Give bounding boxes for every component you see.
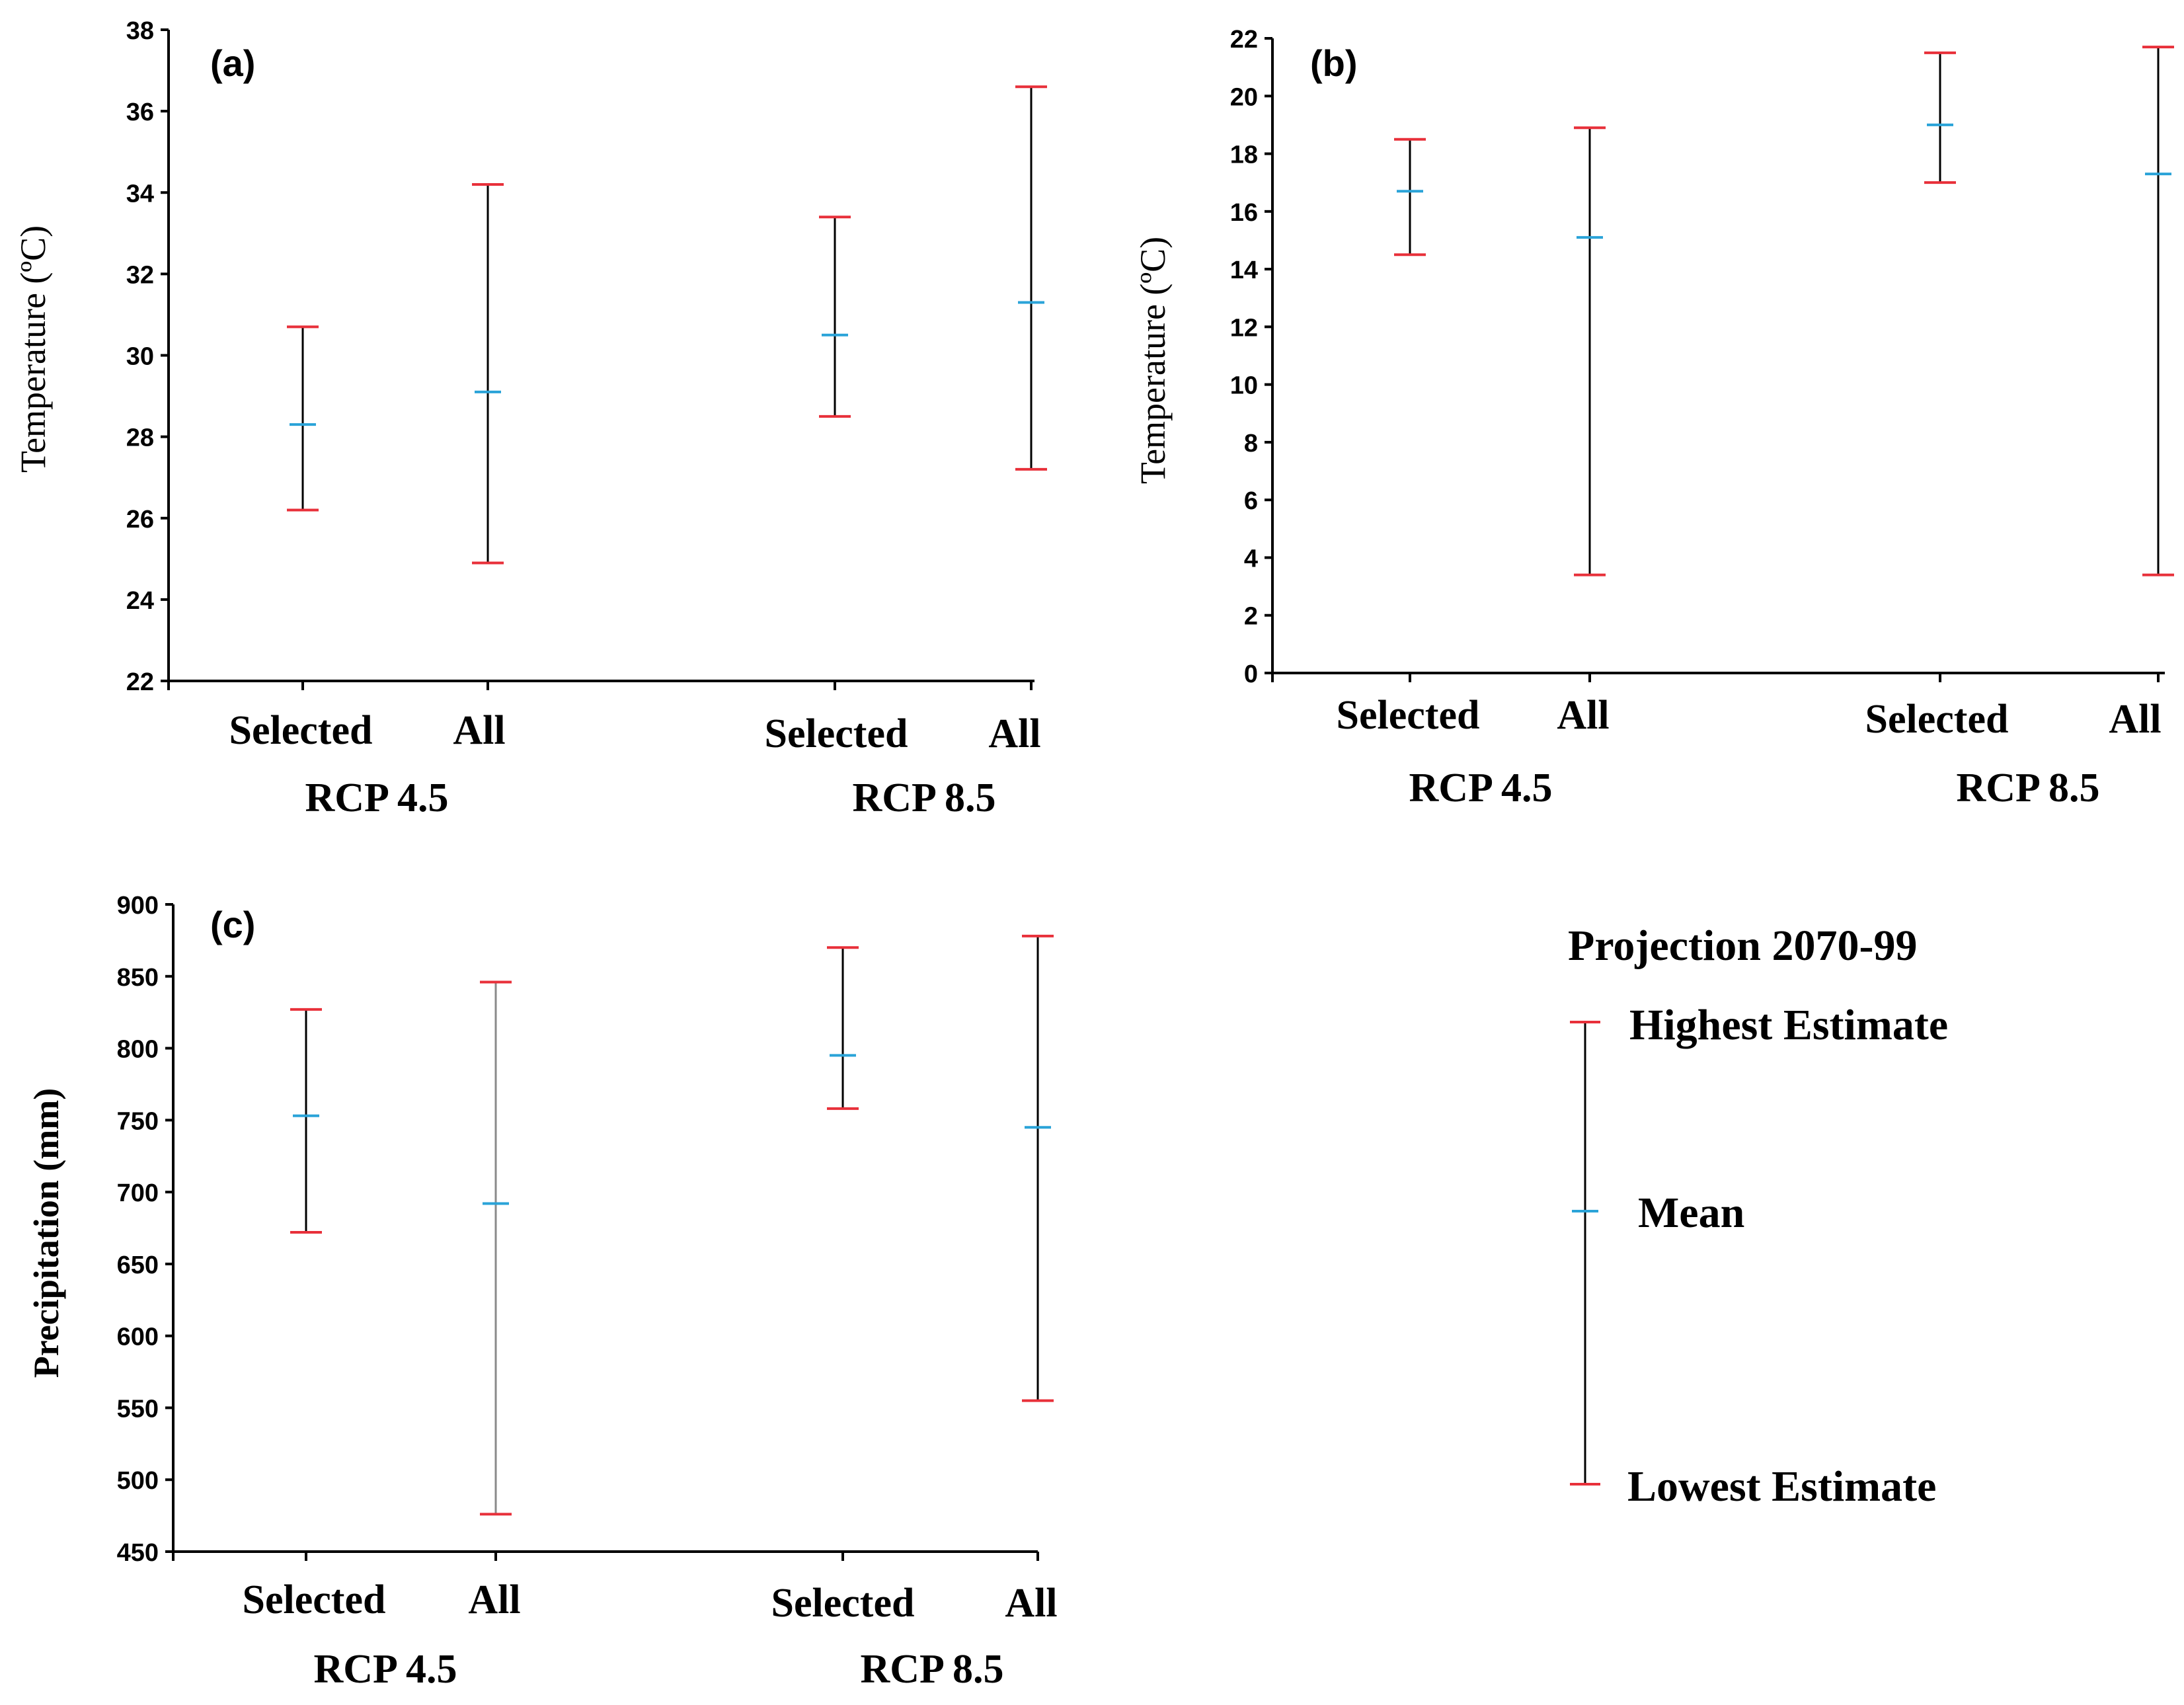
panel-b-ytick-label: 12 — [1230, 314, 1258, 342]
panel-b-ytick-label: 2 — [1244, 603, 1258, 631]
panel-b-ytick-label: 10 — [1230, 372, 1258, 400]
panel-b-ylabel: Temperature (ºC) — [1133, 237, 1173, 484]
panel-b-ytick-label: 8 — [1244, 430, 1258, 457]
panel-a-group-1: RCP 8.5 — [853, 775, 996, 820]
panel-b-ytick-label: 6 — [1244, 487, 1258, 515]
panel-a-ytick-label: 34 — [126, 180, 154, 208]
legend-highest-label: Highest Estimate — [1629, 1001, 1948, 1049]
panel-a-ytick-label: 28 — [126, 424, 154, 452]
panel-c-ytick-label: 600 — [117, 1324, 159, 1351]
panel-a-ytick-label: 32 — [126, 261, 154, 289]
panel-c-cat-0: Selected — [243, 1577, 386, 1622]
panel-a-ytick-label: 26 — [126, 506, 154, 534]
panel-c-ytick-label: 650 — [117, 1251, 159, 1279]
panel-b-ytick-label: 16 — [1230, 199, 1258, 227]
panel-c-group-1: RCP 8.5 — [861, 1647, 1004, 1692]
legend-title: Projection 2070-99 — [1568, 922, 1917, 970]
panel-c-group-0: RCP 4.5 — [314, 1647, 457, 1692]
panel-b-cat-3: All — [2109, 697, 2161, 742]
panel-c-ytick-label: 550 — [117, 1395, 159, 1423]
panel-a-ytick-label: 36 — [126, 99, 154, 126]
panel-c-ytick-label: 900 — [117, 892, 159, 920]
panel-a-cat-1: All — [453, 708, 505, 753]
panel-b-ytick-label: 22 — [1230, 26, 1258, 54]
panel-c-cat-3: All — [1005, 1581, 1057, 1626]
legend: Projection 2070-99 Highest Estimate Mean… — [1568, 922, 1948, 1511]
panel-b-cat-1: All — [1557, 693, 1609, 738]
panel-b: (b) Temperature (ºC) Selected All Select… — [1133, 26, 2174, 811]
panel-a: (a) Temperature (ºC) Selected All Select… — [13, 17, 1047, 820]
panel-b-ytick-label: 0 — [1244, 660, 1258, 688]
panel-a-cat-0: Selected — [229, 708, 373, 753]
panel-c-ylabel: Precipitation (mm) — [26, 1088, 66, 1378]
panel-b-ytick-label: 18 — [1230, 141, 1258, 169]
panel-b-label: (b) — [1310, 42, 1358, 84]
panel-b-ytick-label: 14 — [1230, 257, 1258, 284]
panel-a-ytick-label: 24 — [126, 587, 154, 615]
panel-b-ytick-label: 4 — [1244, 545, 1258, 573]
panel-c-ytick-label: 500 — [117, 1467, 159, 1495]
panel-c-ytick-label: 800 — [117, 1036, 159, 1064]
panel-a-ytick-label: 22 — [126, 668, 154, 696]
panel-c-ytick-label: 450 — [117, 1539, 159, 1567]
panel-c: (c) Precipitation (mm) Selected All Sele… — [26, 892, 1058, 1692]
panel-b-cat-2: Selected — [1865, 697, 2009, 742]
panel-a-ylabel: Temperature (ºC) — [13, 225, 53, 473]
panel-c-cat-2: Selected — [771, 1581, 915, 1626]
panel-a-cat-3: All — [988, 711, 1040, 756]
legend-mean-label: Mean — [1638, 1189, 1744, 1237]
panel-c-label: (c) — [210, 904, 255, 945]
panel-b-cat-0: Selected — [1337, 693, 1480, 738]
panel-b-group-0: RCP 4.5 — [1409, 766, 1553, 811]
panel-a-cat-2: Selected — [765, 711, 908, 756]
panel-c-ytick-label: 700 — [117, 1179, 159, 1207]
panel-a-label: (a) — [210, 42, 255, 84]
panel-a-group-0: RCP 4.5 — [305, 775, 449, 820]
legend-lowest-label: Lowest Estimate — [1627, 1462, 1936, 1511]
panel-c-cat-1: All — [468, 1577, 520, 1622]
panel-a-ytick-label: 30 — [126, 343, 154, 371]
panel-c-ytick-label: 850 — [117, 964, 159, 992]
panel-b-ytick-label: 20 — [1230, 83, 1258, 111]
panel-b-group-1: RCP 8.5 — [1957, 766, 2100, 811]
panel-c-ytick-label: 750 — [117, 1107, 159, 1135]
panel-a-ytick-label: 38 — [126, 17, 154, 45]
